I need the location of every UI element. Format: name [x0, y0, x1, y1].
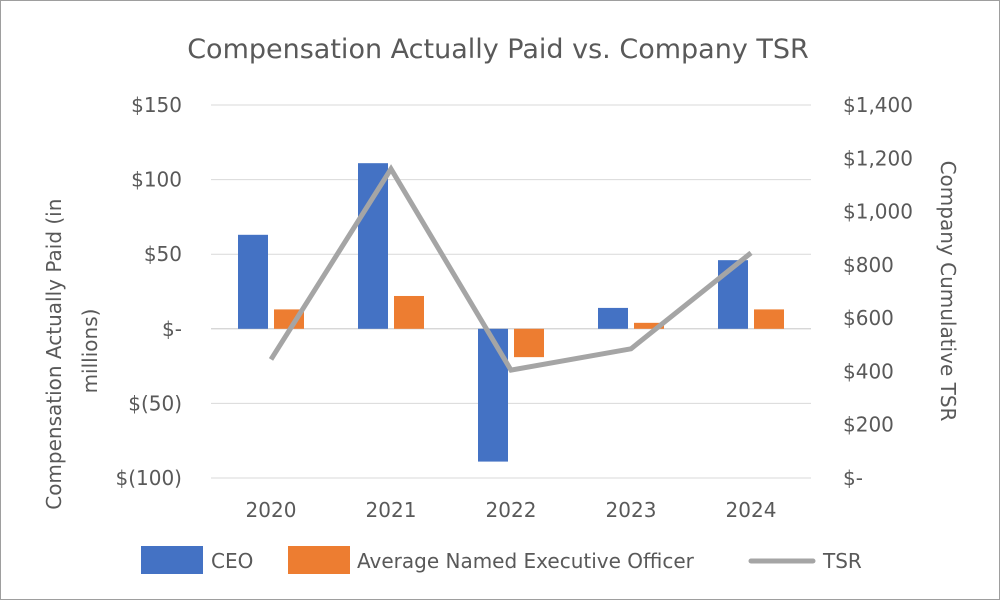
bars [238, 163, 784, 462]
category-label: 2021 [366, 498, 417, 522]
right-tick-label: $1,000 [843, 200, 913, 224]
ceo-bar [598, 307, 628, 329]
category-label: 2020 [246, 498, 297, 522]
right-axis-title: Company Cumulative TSR [936, 161, 960, 422]
ceo-bar [718, 260, 748, 329]
legend-label-tsr: TSR [822, 549, 862, 573]
neo-bar [634, 322, 664, 329]
left-axis-title: Compensation Actually Paid (in millions) [42, 192, 102, 510]
left-tick-label: $50 [144, 242, 182, 266]
category-label: 2024 [726, 498, 777, 522]
left-tick-label: $(100) [115, 466, 182, 490]
left-axis-title-line-1: Compensation Actually Paid (in [42, 199, 66, 510]
legend-label-ceo: CEO [211, 549, 253, 573]
ceo-bar [238, 234, 268, 329]
right-tick-label: $600 [843, 306, 894, 330]
right-axis-ticks: $1,400 $1,200 $1,000 $800 $600 $400 $200 $- [843, 93, 913, 490]
neo-bar [754, 309, 784, 329]
tsr-line [268, 164, 753, 373]
right-tick-label: $1,200 [843, 146, 913, 170]
legend-swatch-ceo [141, 546, 203, 574]
left-tick-label: $150 [131, 93, 182, 117]
ceo-bar [478, 328, 508, 462]
tsr-line-layer [268, 164, 753, 373]
left-tick-label: $- [162, 317, 182, 341]
category-label: 2023 [606, 498, 657, 522]
right-tick-label: $1,400 [843, 93, 913, 117]
left-axis-ticks: $150 $100 $50 $- $(50) $(100) [115, 93, 182, 490]
neo-bar [274, 309, 304, 329]
category-label: 2022 [486, 498, 537, 522]
legend: CEO Average Named Executive Officer TSR [141, 546, 862, 574]
right-tick-label: $200 [843, 413, 894, 437]
neo-bar [394, 295, 424, 329]
category-labels: 2020 2021 2022 2023 2024 [246, 498, 777, 522]
left-axis-title-line-2: millions) [78, 309, 102, 394]
neo-bar [514, 328, 544, 358]
right-tick-label: $800 [843, 253, 894, 277]
left-tick-label: $(50) [128, 391, 182, 415]
chart-title: Compensation Actually Paid vs. Company T… [187, 34, 809, 65]
left-tick-label: $100 [131, 168, 182, 192]
right-tick-label: $- [843, 466, 863, 490]
gridlines [211, 104, 811, 479]
legend-swatch-neo [288, 546, 350, 574]
ceo-bar [358, 163, 388, 329]
legend-label-neo: Average Named Executive Officer [357, 549, 695, 573]
right-tick-label: $400 [843, 359, 894, 383]
